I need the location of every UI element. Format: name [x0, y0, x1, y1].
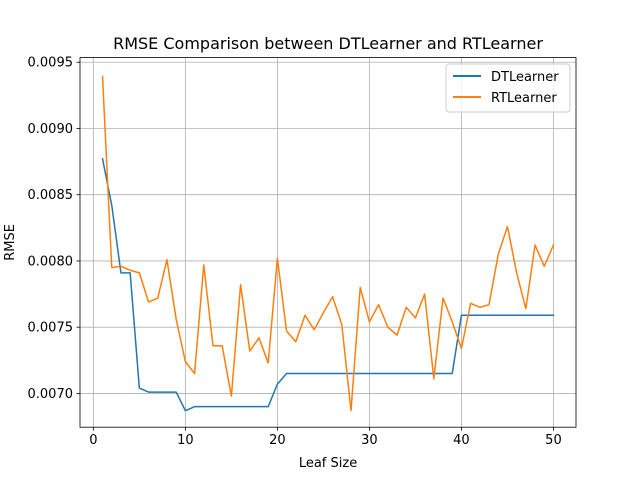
y-tick-label: 0.0080 — [28, 254, 74, 269]
x-tick-label: 50 — [545, 433, 562, 448]
y-tick-label: 0.0090 — [28, 122, 74, 137]
y-tick-label: 0.0085 — [28, 188, 74, 203]
x-tick-label: 10 — [177, 433, 194, 448]
x-tick-label: 0 — [89, 433, 97, 448]
series-line-rtlearner — [101, 76, 555, 412]
plot-area-frame — [79, 57, 577, 428]
series-line-dtlearner — [101, 158, 555, 412]
legend-label-rtlearner: RTLearner — [491, 91, 557, 106]
grid — [80, 57, 576, 428]
y-tick-label: 0.0070 — [28, 387, 74, 402]
x-tick-label: 40 — [453, 433, 470, 448]
y-tick-label: 0.0075 — [28, 321, 74, 336]
y-axis-label: RMSE — [3, 224, 18, 261]
x-axis-label: Leaf Size — [299, 456, 357, 471]
legend-label-dtlearner: DTLearner — [491, 70, 559, 85]
x-tick-label: 30 — [361, 433, 378, 448]
x-tick-label: 20 — [269, 433, 286, 448]
data-lines — [101, 76, 555, 412]
legend: DTLearner RTLearner — [445, 63, 571, 113]
axis-ticks: 0 10 20 30 40 50 0.0070 0.0075 0.0080 0.0085 0.009… — [28, 56, 562, 448]
y-tick-label: 0.0095 — [28, 56, 74, 71]
chart-title: RMSE Comparison between DTLearner and RT… — [113, 34, 543, 53]
